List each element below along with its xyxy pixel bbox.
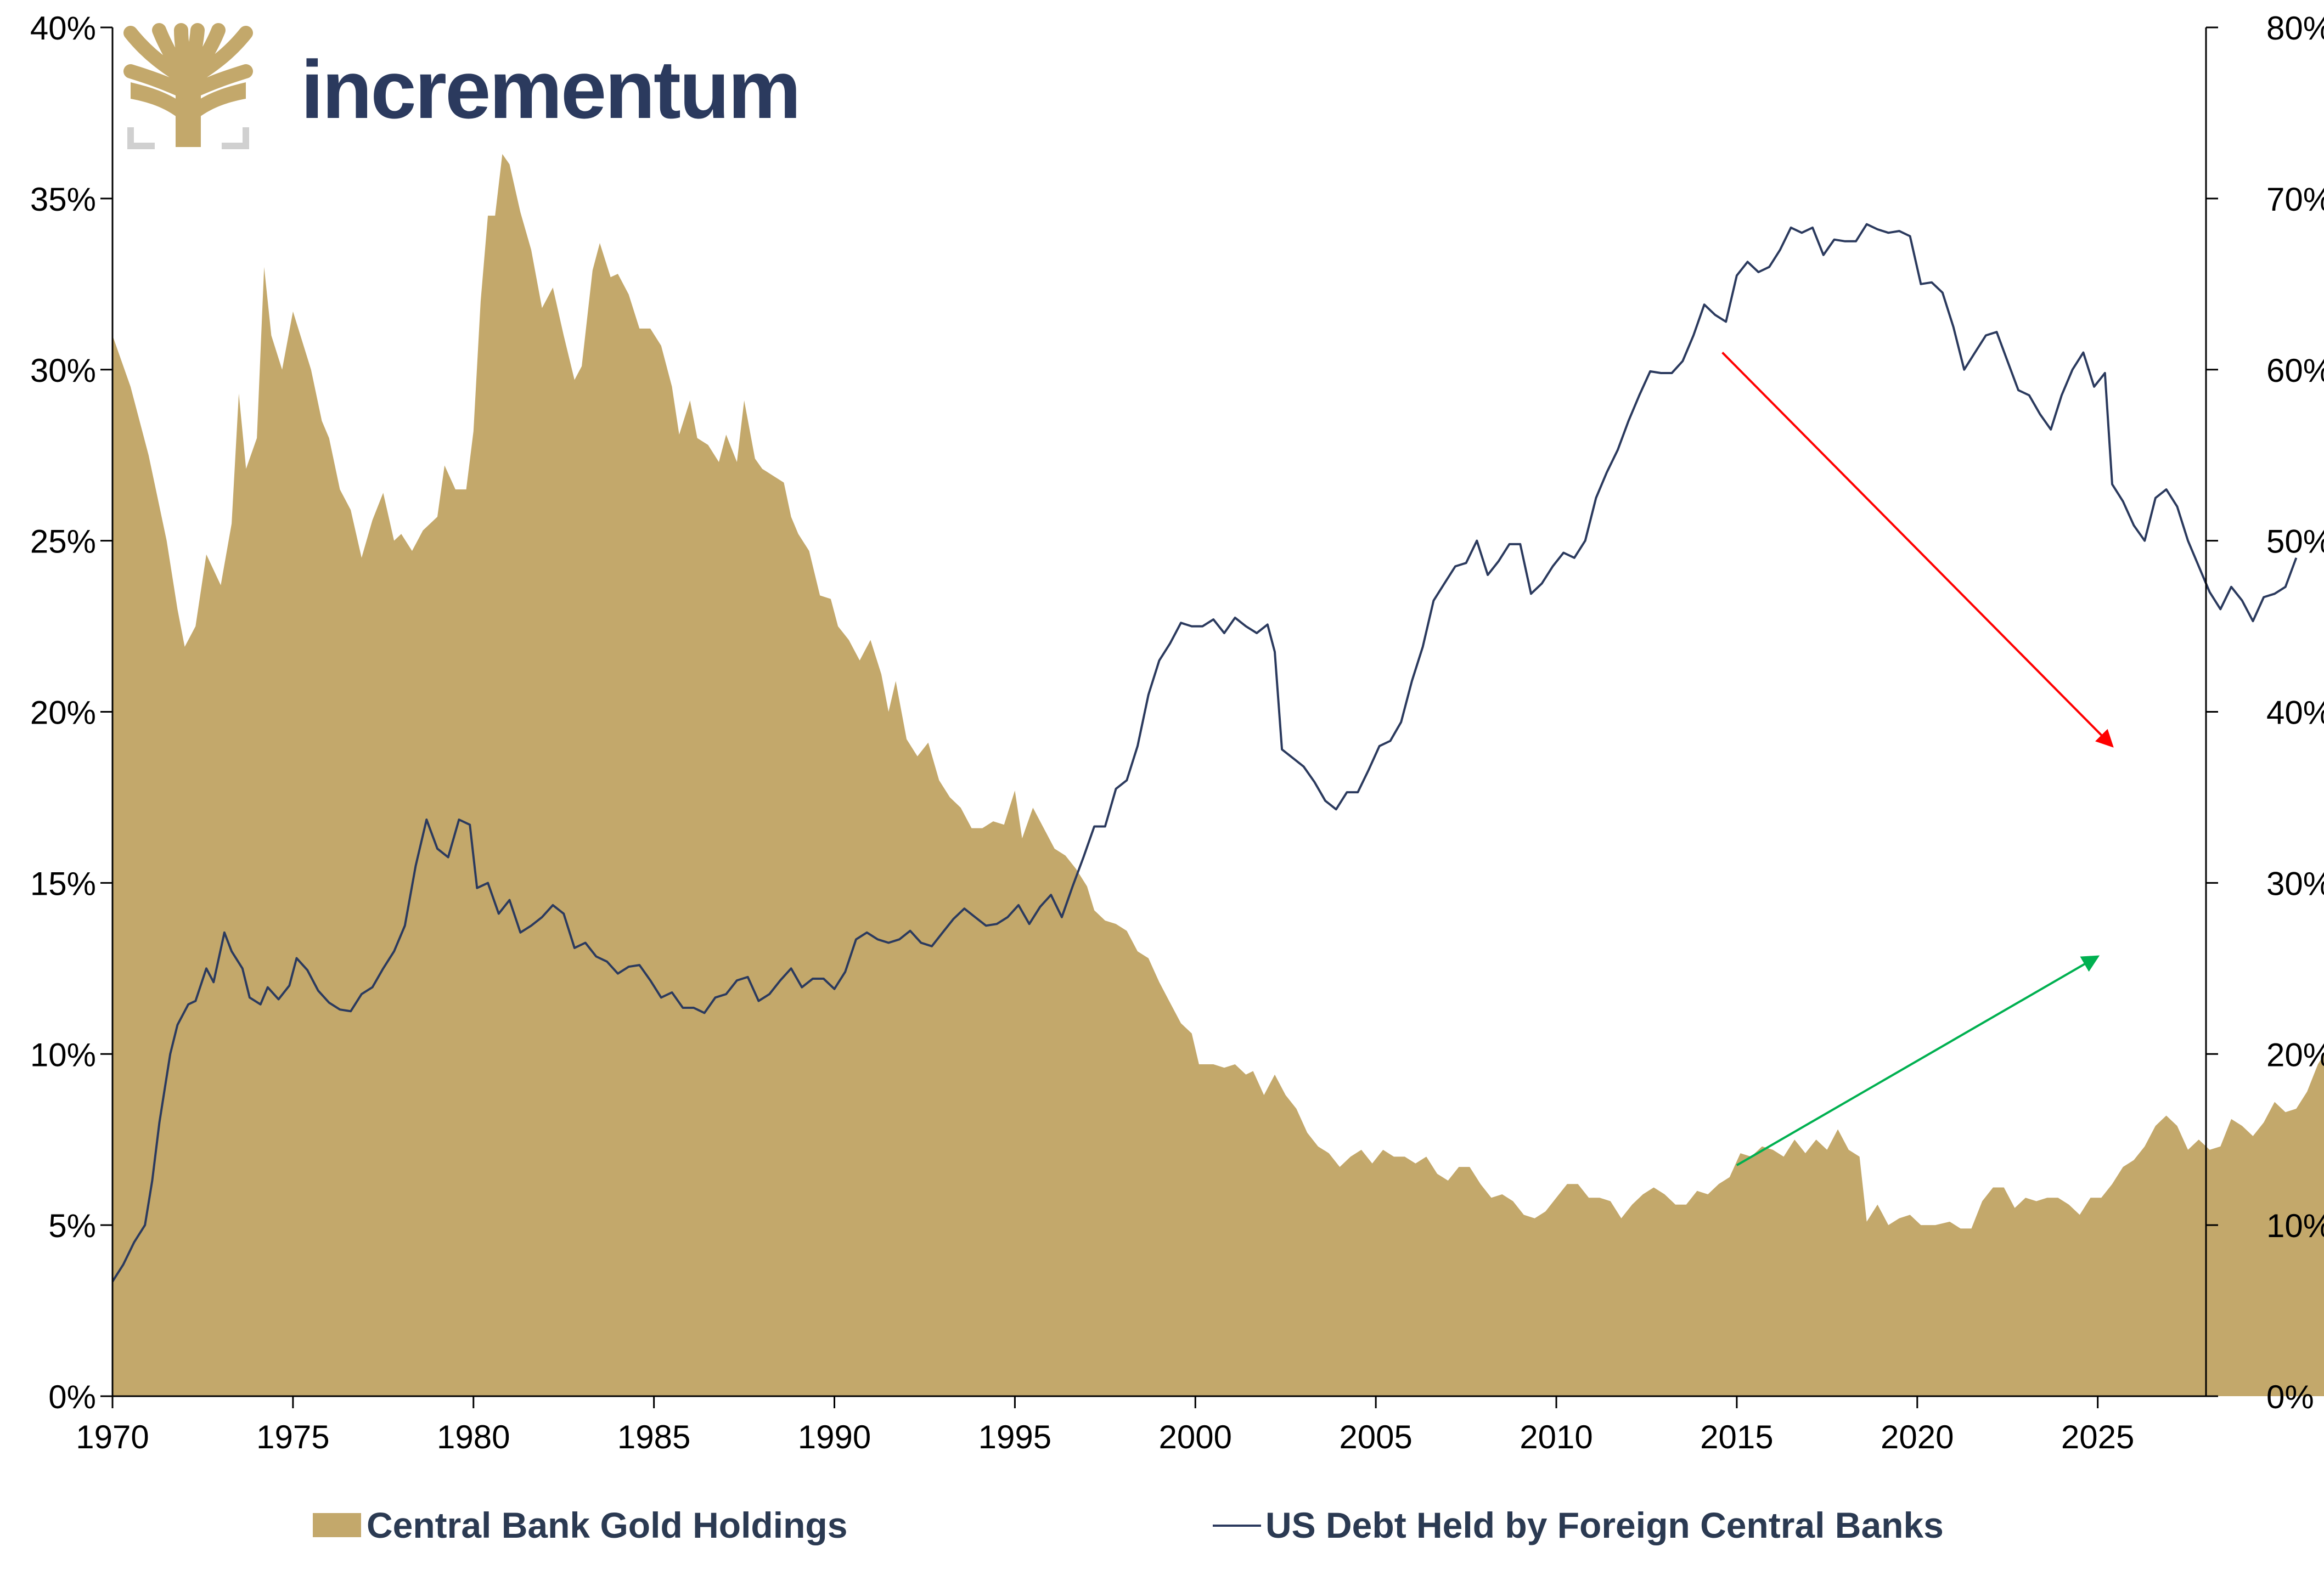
x-tick-label: 1970 [76,1419,149,1455]
axes: 0% 5% 10% 15% 20% 25% 30% 35% 40% 0% 10% 20% 30% 40% 5… [30,10,2324,1455]
y-right-tick-label: 30% [2266,865,2324,902]
x-tick-label: 1980 [437,1419,510,1455]
plot-area [111,154,2324,1396]
y-right-tick-label: 40% [2266,695,2324,731]
x-tick-label: 1985 [617,1419,690,1455]
y-right-tick-label: 10% [2266,1207,2324,1244]
legend: Central Bank Gold Holdings US Debt Held … [313,1505,1944,1545]
x-tick-label: 2020 [1881,1419,1954,1455]
x-tick-label: 2005 [1339,1419,1412,1455]
series-line-us-debt [111,223,2298,1283]
x-tick-label: 2000 [1159,1419,1232,1455]
y-left-tick-label: 40% [30,10,96,47]
legend-label-gold-holdings: Central Bank Gold Holdings [367,1505,847,1545]
y-right-tick-label: 20% [2266,1036,2324,1073]
y-left-tick-label: 10% [30,1036,96,1073]
y-right-tick-label: 0% [2266,1379,2314,1415]
trend-arrow-down [1721,352,2114,748]
y-left-tick-label: 30% [30,352,96,389]
y-right-tick-label: 70% [2266,181,2324,218]
trend-arrow-up [1736,955,2100,1166]
y-right-tick-label: 80% [2266,10,2324,47]
x-tick-label: 2025 [2061,1419,2134,1455]
tree-logo-icon [123,23,253,149]
annotations [1721,352,2114,1166]
x-tick-label: 2010 [1520,1419,1593,1455]
legend-swatch-gold-holdings [313,1513,361,1537]
y-left-tick-label: 0% [48,1379,96,1415]
x-tick-label: 1995 [978,1419,1051,1455]
y-left-tick-label: 25% [30,523,96,560]
y-right-tick-label: 60% [2266,352,2324,389]
logo-text: incrementum [301,43,800,136]
x-tick-label: 1975 [256,1419,329,1455]
y-left-tick-label: 35% [30,181,96,218]
legend-label-us-debt: US Debt Held by Foreign Central Banks [1265,1505,1944,1545]
incrementum-logo: incrementum [123,23,801,149]
y-right-tick-label: 50% [2266,523,2324,560]
y-left-tick-label: 5% [48,1207,96,1244]
x-tick-label: 1990 [798,1419,871,1455]
series-area-gold-holdings [112,154,2324,1396]
y-left-tick-label: 15% [30,865,96,902]
y-left-tick-label: 20% [30,695,96,731]
x-tick-label: 2015 [1700,1419,1773,1455]
